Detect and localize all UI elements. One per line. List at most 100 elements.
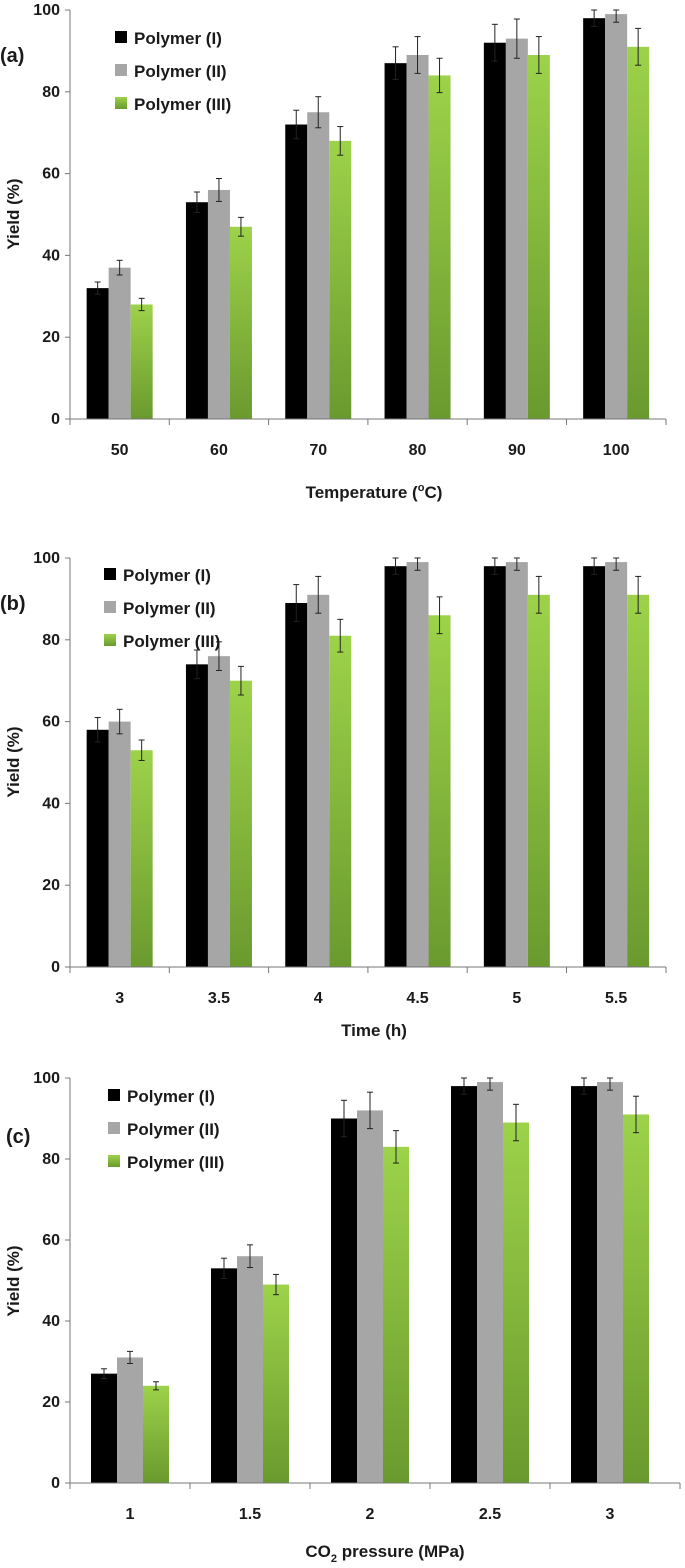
y-axis-title: Yield (%) — [4, 1245, 23, 1316]
legend-swatch — [104, 601, 116, 613]
legend-swatch — [108, 1122, 120, 1134]
y-tick-label: 40 — [42, 247, 60, 264]
x-tick-label: 50 — [111, 442, 129, 459]
bar — [384, 63, 407, 420]
x-axis-title: CO2 pressure (MPa) — [305, 1542, 464, 1563]
bar — [329, 635, 352, 967]
bar — [527, 594, 550, 967]
axes-layer: 0 20 40 60 80 100 3 3.5 4 4.5 5 5.5 — [33, 550, 667, 1007]
bar — [86, 729, 109, 967]
y-tick-label: 0 — [51, 411, 60, 428]
bar — [91, 1373, 117, 1483]
bar — [406, 562, 429, 967]
y-tick-label: 0 — [51, 1475, 60, 1492]
bar — [229, 226, 252, 419]
axes-layer: 0 20 40 60 80 100 1 1.5 2 2.5 3 — [33, 1070, 681, 1523]
bar — [527, 54, 550, 420]
bar — [605, 14, 628, 420]
x-tick-label: 90 — [508, 442, 526, 459]
bars-layer — [86, 9, 650, 420]
y-tick-label: 100 — [33, 2, 60, 19]
bar — [130, 304, 153, 419]
y-tick-label: 80 — [42, 84, 60, 101]
axes-layer: 0 20 40 60 80 100 50 60 70 80 90 100 — [33, 2, 667, 459]
bar — [86, 288, 109, 419]
bars-layer — [86, 557, 650, 967]
legend-label: Polymer (III) — [123, 632, 220, 651]
bar — [307, 594, 330, 967]
y-tick-label: 20 — [42, 877, 60, 894]
bar — [583, 18, 606, 420]
x-tick-label: 3.5 — [208, 990, 230, 1007]
bar — [108, 721, 131, 967]
chart-panel-a: (a) Yield (%) Temperature (oC) 0 20 40 60 80… — [0, 2, 667, 502]
bar — [483, 566, 506, 967]
legend: Polymer (I) Polymer (II) Polymer (III) — [108, 1087, 224, 1172]
bar — [505, 38, 528, 419]
bar — [117, 1357, 143, 1483]
y-tick-label: 80 — [42, 1151, 60, 1168]
bar — [185, 202, 208, 419]
x-tick-label: 80 — [409, 442, 427, 459]
legend-label: Polymer (II) — [134, 62, 227, 81]
legend: Polymer (I) Polymer (II) Polymer (III) — [104, 566, 220, 651]
panel-label: (c) — [6, 1126, 30, 1148]
bar — [627, 46, 650, 420]
bar — [307, 112, 330, 419]
y-tick-label: 80 — [42, 632, 60, 649]
bar — [406, 54, 429, 420]
bar — [130, 750, 153, 967]
x-tick-label: 3 — [606, 1506, 615, 1523]
chart-panel-c: (c) Yield (%) CO2 pressure (MPa) 0204060… — [4, 1070, 681, 1565]
panel-label: (b) — [0, 593, 26, 615]
bar — [143, 1385, 169, 1483]
x-tick-label: 5.5 — [605, 990, 627, 1007]
bar — [185, 664, 208, 967]
legend-swatch — [104, 634, 116, 646]
bar — [207, 189, 230, 419]
bar — [384, 566, 407, 967]
bar — [428, 615, 451, 967]
bar — [483, 42, 506, 419]
legend-swatch — [115, 97, 127, 109]
y-tick-label: 100 — [33, 1070, 60, 1087]
x-tick-label: 1.5 — [239, 1506, 261, 1523]
y-tick-label: 20 — [42, 329, 60, 346]
bar — [108, 267, 131, 419]
legend-label: Polymer (I) — [127, 1087, 215, 1106]
y-tick-label: 0 — [51, 959, 60, 976]
bar — [211, 1268, 237, 1483]
legend-label: Polymer (II) — [123, 599, 216, 618]
bar — [383, 1146, 409, 1483]
chart-panel-b: (b) Yield (%) Time (h) 0 20 40 60 80 100 3 3.5 4… — [0, 550, 667, 1040]
y-axis-title: Yield (%) — [4, 178, 23, 249]
legend-label: Polymer (III) — [134, 95, 231, 114]
bar — [583, 566, 606, 967]
bars-layer — [91, 1077, 649, 1483]
bar — [605, 562, 628, 967]
bar — [503, 1122, 529, 1483]
bar — [505, 562, 528, 967]
legend-swatch — [115, 31, 127, 43]
bar — [627, 594, 650, 967]
bar — [477, 1082, 503, 1483]
x-tick-label: 100 — [603, 442, 630, 459]
y-tick-label: 40 — [42, 1313, 60, 1330]
bar — [597, 1082, 623, 1483]
legend-label: Polymer (III) — [127, 1153, 224, 1172]
legend-label: Polymer (I) — [134, 29, 222, 48]
bar — [428, 75, 451, 419]
bar — [207, 656, 230, 967]
x-axis-title-main: Temperature — [306, 483, 408, 502]
legend-swatch — [104, 568, 116, 580]
y-tick-label: 100 — [33, 550, 60, 567]
legend-label: Polymer (I) — [123, 566, 211, 585]
x-axis-title-pre: CO — [305, 1542, 331, 1561]
x-tick-label: 2 — [366, 1506, 375, 1523]
y-tick-label: 60 — [42, 1232, 60, 1249]
x-axis-title: Time (h) — [341, 1021, 407, 1040]
bar — [329, 140, 352, 419]
x-axis-title-unit-rest: C) — [424, 483, 442, 502]
x-axis-title-subscript: 2 — [331, 1553, 337, 1563]
